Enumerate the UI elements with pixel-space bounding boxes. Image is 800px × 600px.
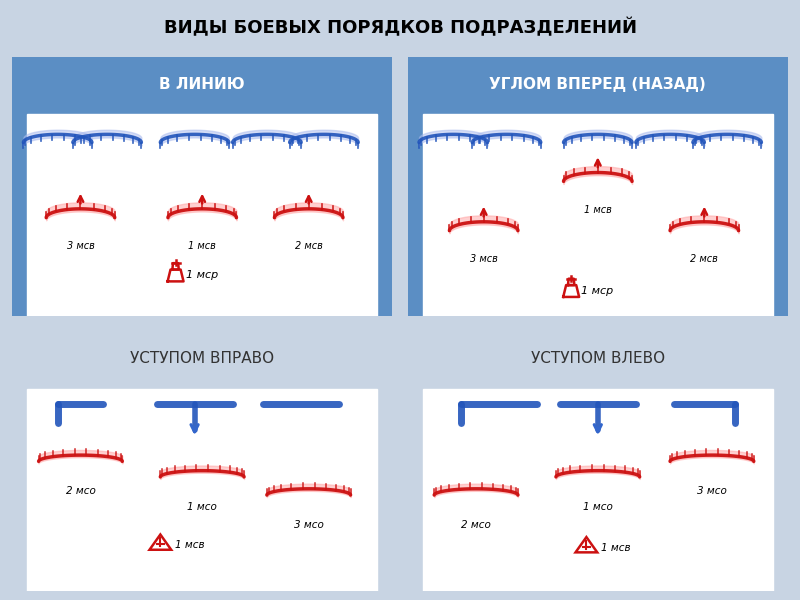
Text: УСТУПОМ ВПРАВО: УСТУПОМ ВПРАВО: [130, 352, 274, 367]
Text: 1 мср: 1 мср: [186, 271, 218, 280]
FancyBboxPatch shape: [423, 114, 773, 316]
Text: 3 мсв: 3 мсв: [66, 241, 94, 251]
Text: 2 мсв: 2 мсв: [690, 254, 718, 264]
Text: 1 мср: 1 мср: [582, 286, 614, 296]
Text: 1 мсв: 1 мсв: [584, 205, 612, 215]
Text: 1 мсо: 1 мсо: [583, 502, 613, 512]
Text: УСТУПОМ ВЛЕВО: УСТУПОМ ВЛЕВО: [530, 352, 665, 367]
Text: 2 мсо: 2 мсо: [66, 486, 95, 496]
Text: ВИДЫ БОЕВЫХ ПОРЯДКОВ ПОДРАЗДЕЛЕНИЙ: ВИДЫ БОЕВЫХ ПОРЯДКОВ ПОДРАЗДЕЛЕНИЙ: [163, 18, 637, 37]
Text: 2 мсо: 2 мсо: [461, 520, 491, 530]
FancyBboxPatch shape: [423, 389, 773, 591]
Text: 1 мсв: 1 мсв: [188, 241, 216, 251]
Text: 1 мсв: 1 мсв: [601, 543, 630, 553]
Text: 3 мсо: 3 мсо: [697, 486, 727, 496]
Text: 3 мсо: 3 мсо: [294, 520, 324, 530]
Text: 1 мсо: 1 мсо: [187, 502, 217, 512]
FancyBboxPatch shape: [27, 114, 377, 316]
Text: 1 мсв: 1 мсв: [175, 541, 205, 550]
Text: В ЛИНИЮ: В ЛИНИЮ: [159, 77, 245, 92]
Text: 2 мсв: 2 мсв: [294, 241, 322, 251]
Text: УГЛОМ ВПЕРЕД (НАЗАД): УГЛОМ ВПЕРЕД (НАЗАД): [490, 77, 706, 92]
FancyBboxPatch shape: [27, 389, 377, 591]
Text: 3 мсв: 3 мсв: [470, 254, 498, 264]
